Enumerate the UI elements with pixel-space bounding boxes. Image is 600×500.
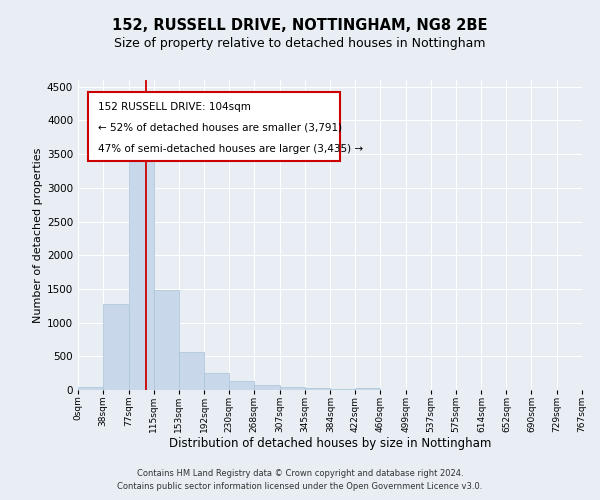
Bar bbox=[154, 290, 179, 390]
Bar bbox=[103, 304, 128, 390]
FancyBboxPatch shape bbox=[88, 92, 340, 160]
Text: Contains HM Land Registry data © Crown copyright and database right 2024.: Contains HM Land Registry data © Crown c… bbox=[137, 468, 463, 477]
Bar bbox=[128, 154, 154, 390]
Text: Size of property relative to detached houses in Nottingham: Size of property relative to detached ho… bbox=[114, 38, 486, 51]
Bar bbox=[280, 388, 305, 390]
Bar bbox=[254, 385, 280, 390]
Bar bbox=[179, 352, 204, 390]
Bar bbox=[229, 381, 254, 390]
Bar bbox=[204, 374, 229, 390]
Text: Contains public sector information licensed under the Open Government Licence v3: Contains public sector information licen… bbox=[118, 482, 482, 491]
Text: 47% of semi-detached houses are larger (3,435) →: 47% of semi-detached houses are larger (… bbox=[98, 144, 363, 154]
Bar bbox=[305, 388, 331, 390]
Bar bbox=[331, 389, 355, 390]
Text: ← 52% of detached houses are smaller (3,791): ← 52% of detached houses are smaller (3,… bbox=[98, 123, 342, 133]
Bar bbox=[78, 386, 103, 390]
Text: 152, RUSSELL DRIVE, NOTTINGHAM, NG8 2BE: 152, RUSSELL DRIVE, NOTTINGHAM, NG8 2BE bbox=[112, 18, 488, 32]
X-axis label: Distribution of detached houses by size in Nottingham: Distribution of detached houses by size … bbox=[169, 438, 491, 450]
Bar bbox=[355, 388, 380, 390]
Y-axis label: Number of detached properties: Number of detached properties bbox=[33, 148, 43, 322]
Text: 152 RUSSELL DRIVE: 104sqm: 152 RUSSELL DRIVE: 104sqm bbox=[98, 102, 251, 112]
